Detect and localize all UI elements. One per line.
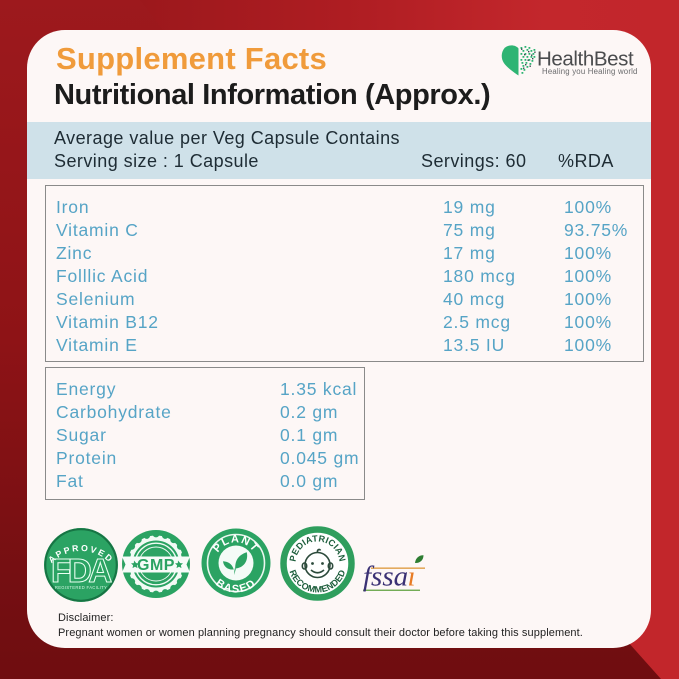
- svg-text:fssa: fssa: [363, 561, 408, 593]
- svg-text:ı: ı: [408, 561, 416, 593]
- svg-text:FDA: FDA: [51, 552, 111, 589]
- svg-text:BASED: BASED: [213, 577, 258, 596]
- svg-text:REGISTERED FACILITY: REGISTERED FACILITY: [55, 585, 107, 590]
- svg-text:HealthBest: HealthBest: [537, 48, 634, 71]
- svg-text:Healing you Healing world: Healing you Healing world: [542, 67, 638, 76]
- svg-text:PLANT: PLANT: [211, 533, 261, 554]
- svg-text:GMP: GMP: [137, 557, 175, 574]
